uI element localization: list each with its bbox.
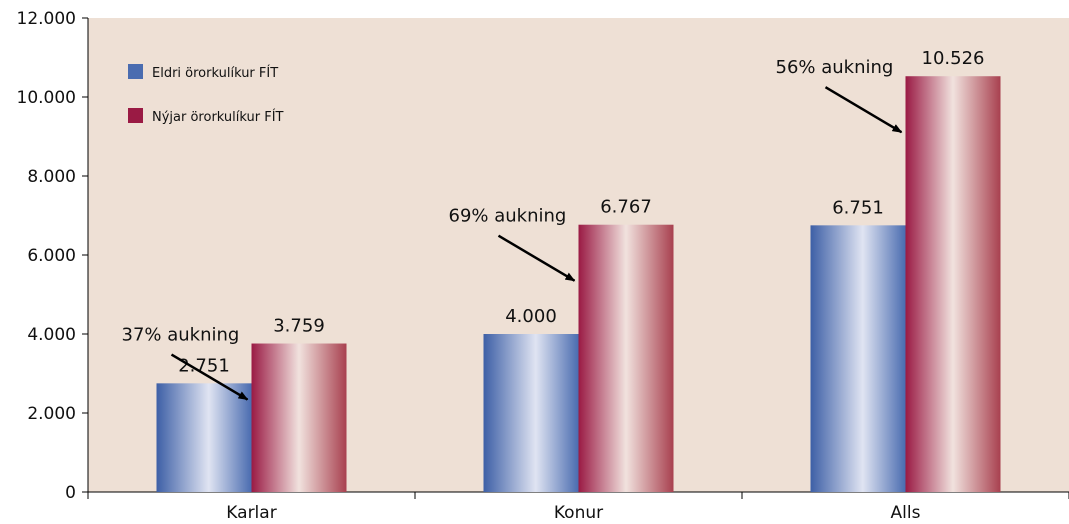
y-tick-label: 2.000 (27, 404, 76, 424)
legend-label-nyjar: Nýjar örorkulíkur FÍT (152, 109, 284, 125)
bar-nyjar-konur (578, 224, 674, 493)
annotation-label: 56% aukning (776, 57, 894, 78)
y-ticks: 0 2.000 4.000 6.000 8.000 10.000 12.000 (17, 9, 88, 503)
y-tick-label: 0 (65, 483, 76, 503)
bar-nyjar-alls (905, 76, 1001, 493)
annotation-arrow (497, 234, 576, 282)
bar-eldri-konur (483, 334, 579, 492)
data-labels: 2.751 3.759 4.000 6.767 6.751 10.526 (178, 48, 984, 376)
legend-swatch-nyjar (128, 108, 143, 123)
data-label: 4.000 (505, 306, 557, 327)
data-label: 6.751 (832, 197, 884, 218)
annotation-arrow (824, 86, 903, 134)
y-tick-label: 6.000 (27, 246, 76, 266)
legend-label-eldri: Eldri örorkulíkur FÍT (152, 65, 278, 81)
data-label: 10.526 (922, 48, 985, 69)
y-tick-label: 12.000 (17, 9, 76, 29)
legend: Eldri örorkulíkur FÍT Nýjar örorkulíkur … (128, 64, 284, 125)
annotation-arrow (170, 353, 249, 401)
annotation-label: 37% aukning (122, 325, 240, 346)
bar-eldri-karlar (156, 383, 252, 492)
data-label: 6.767 (600, 197, 652, 218)
y-tick-label: 4.000 (27, 325, 76, 345)
data-label: 2.751 (178, 355, 230, 376)
annotation-label: 69% aukning (449, 206, 567, 227)
x-tick-label: Alls (891, 503, 921, 523)
y-tick-label: 10.000 (17, 88, 76, 108)
bars (156, 76, 1001, 493)
bar-eldri-alls (810, 225, 906, 492)
annotations: 37% aukning 69% aukning 56% aukning (122, 57, 903, 401)
y-tick-label: 8.000 (27, 167, 76, 187)
data-label: 3.759 (273, 316, 325, 337)
legend-swatch-eldri (128, 64, 143, 79)
x-tick-label: Karlar (226, 503, 276, 523)
x-ticks: Karlar Konur Alls (87, 492, 1069, 523)
x-tick-label: Konur (554, 503, 603, 523)
bar-nyjar-karlar (251, 343, 347, 492)
